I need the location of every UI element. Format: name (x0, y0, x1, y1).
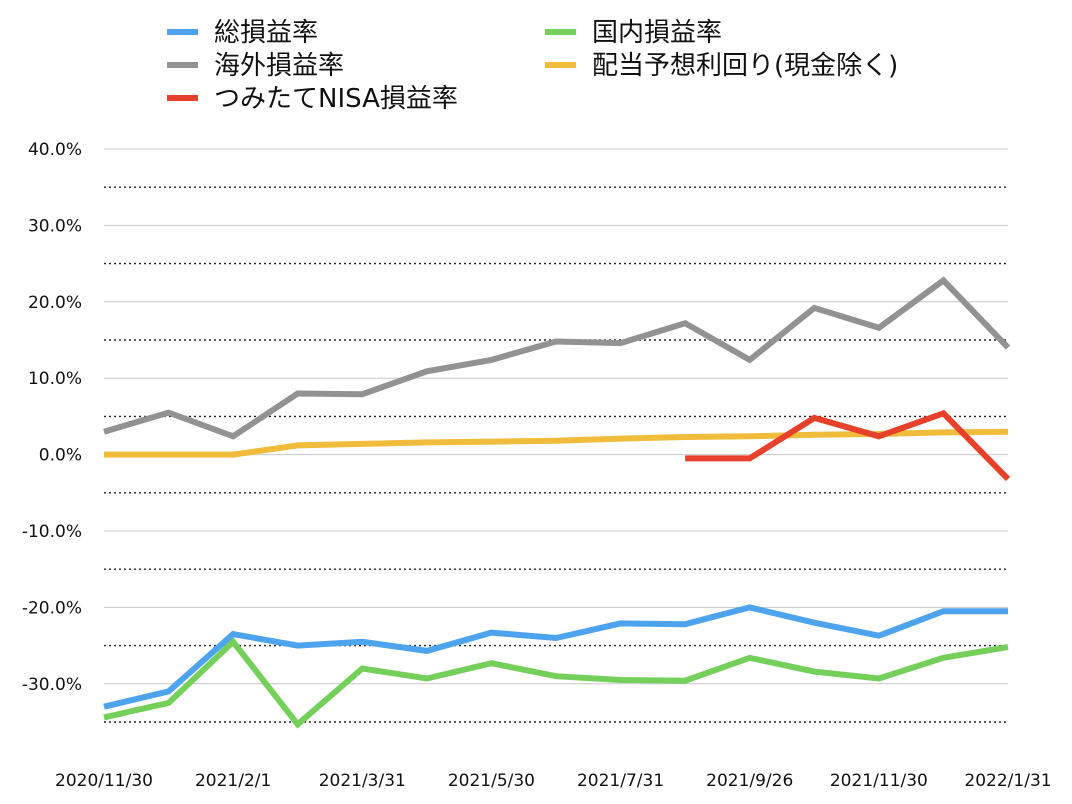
series-lines (103, 276, 1011, 729)
legend-item: 総損益率 (167, 18, 318, 48)
series-line (685, 409, 1011, 482)
x-tick-label: 2021/3/31 (319, 771, 406, 791)
y-axis-labels: 40.0% 30.0% 20.0% 10.0% 0.0% -10.0% -20.0% -30.… (22, 140, 82, 695)
series-line (103, 276, 1011, 440)
y-tick-label: -20.0% (22, 598, 82, 618)
y-tick-label: 0.0% (39, 446, 82, 466)
x-tick-label: 2021/9/26 (706, 771, 793, 791)
legend-swatch (167, 29, 198, 35)
legend-swatch (167, 95, 198, 101)
y-tick-label: 10.0% (28, 369, 82, 389)
legend-item: つみたてNISA損益率 (167, 84, 458, 114)
y-tick-label: 30.0% (28, 216, 82, 236)
legend-label: 国内損益率 (592, 18, 722, 48)
legend-item: 海外損益率 (167, 51, 344, 81)
x-tick-label: 2021/2/1 (195, 771, 271, 791)
x-tick-label: 2021/11/30 (830, 771, 928, 791)
legend-label: 配当予想利回り(現金除く) (592, 51, 898, 81)
x-tick-label: 2021/5/30 (448, 771, 535, 791)
y-tick-label: -10.0% (22, 522, 82, 542)
legend-item: 国内損益率 (545, 18, 722, 48)
x-tick-label: 2021/7/31 (577, 771, 664, 791)
legend-swatch (545, 62, 576, 68)
legend-label: 海外損益率 (214, 51, 344, 81)
series-line (104, 428, 1009, 458)
series-line (103, 637, 1009, 729)
legend-swatch (545, 29, 576, 35)
y-tick-label: 40.0% (28, 140, 82, 160)
x-axis-labels: 2020/11/30 2021/2/1 2021/3/31 2021/5/30 2021… (55, 771, 1052, 791)
series-line (103, 604, 1008, 710)
legend-swatch (167, 62, 198, 68)
legend-item: 配当予想利回り(現金除く) (545, 51, 898, 81)
x-tick-label: 2022/1/31 (964, 771, 1051, 791)
legend-label: 総損益率 (214, 18, 318, 48)
x-tick-label: 2020/11/30 (55, 771, 153, 791)
legend-label: つみたてNISA損益率 (214, 84, 458, 114)
y-tick-label: -30.0% (22, 675, 82, 695)
y-tick-label: 20.0% (28, 293, 82, 313)
